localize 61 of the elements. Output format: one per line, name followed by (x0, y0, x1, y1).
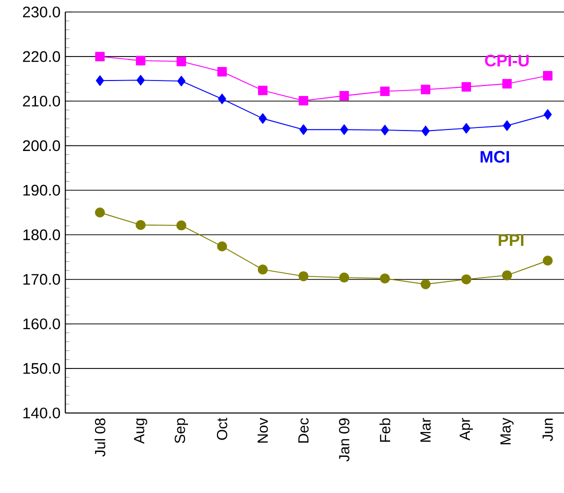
series-label: MCI (480, 150, 509, 163)
x-tick-label: Feb (380, 418, 390, 442)
point (339, 272, 350, 283)
point (177, 76, 186, 86)
series-label: CPI-U (485, 54, 529, 66)
point (258, 113, 267, 124)
y-tick-label: 190.0 (23, 184, 60, 196)
point (298, 271, 308, 282)
point (299, 124, 308, 135)
y-tick-label: 140.0 (23, 408, 60, 418)
x-tick-label: Oct (216, 418, 228, 440)
point (542, 70, 552, 80)
point (380, 273, 390, 284)
x-tick-label: Jun (542, 418, 553, 442)
point (542, 256, 553, 266)
point (218, 94, 226, 104)
point (502, 120, 512, 131)
x-tick-label: Jul 08 (94, 418, 106, 457)
point (461, 274, 472, 284)
x-tick-label: Dec (298, 418, 309, 443)
point (380, 86, 390, 96)
point (176, 220, 186, 230)
point (94, 208, 105, 218)
point (420, 84, 430, 94)
point (136, 56, 146, 66)
x-tick-label: Apr (460, 418, 473, 441)
point (96, 75, 104, 86)
y-tick-label: 160.0 (23, 318, 60, 330)
y-tick-label: 170.0 (23, 274, 60, 285)
point (380, 124, 389, 136)
point (136, 74, 145, 86)
y-tick-label: 150.0 (23, 363, 60, 374)
x-tick-label: Nov (258, 418, 268, 443)
point (217, 66, 227, 76)
point (502, 270, 512, 280)
point (420, 279, 431, 290)
x-tick-label: Aug (134, 418, 148, 444)
point (258, 86, 268, 96)
x-tick-label: Sep (174, 418, 188, 444)
point (544, 109, 552, 120)
x-tick-label: May (500, 418, 514, 444)
y-tick-label: 210.0 (23, 96, 60, 107)
series-label: PPI (498, 234, 524, 246)
point (176, 56, 186, 66)
x-tick-label: Mar (420, 418, 431, 442)
point (95, 52, 105, 62)
x-tick-label: Jan 09 (339, 418, 350, 462)
y-tick-label: 200.0 (23, 140, 60, 152)
point (340, 124, 348, 135)
point (502, 79, 512, 88)
point (462, 82, 472, 92)
point (339, 91, 349, 101)
point (136, 220, 146, 230)
y-tick-label: 180.0 (23, 229, 60, 240)
y-tick-label: 220.0 (23, 51, 60, 62)
point (462, 123, 470, 134)
point (258, 264, 268, 275)
y-tick-label: 230.0 (23, 6, 60, 18)
point (422, 126, 430, 136)
point (298, 96, 308, 106)
point (217, 241, 228, 252)
